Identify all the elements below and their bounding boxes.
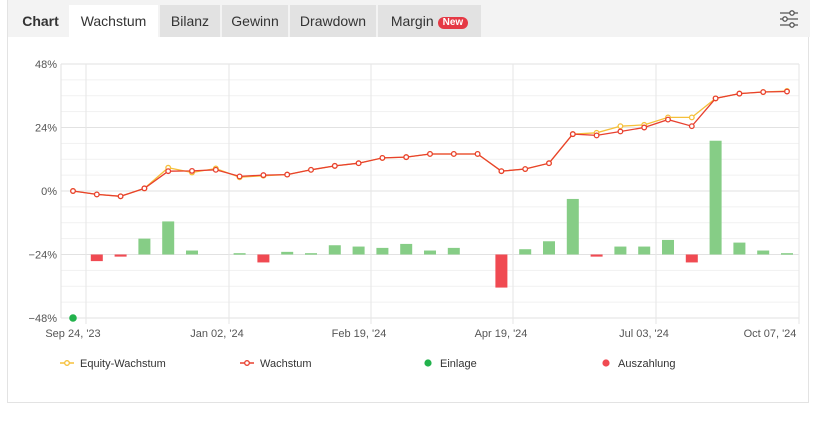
data-point[interactable] [569,131,576,138]
data-point[interactable] [427,151,433,157]
tab-wachstum[interactable]: Wachstum [69,5,158,37]
bar [233,253,246,255]
svg-text:−48%: −48% [29,313,58,325]
tab-margin-label: Margin [390,13,434,29]
chart-grid [60,63,800,324]
data-point[interactable] [617,128,624,135]
bar [257,254,270,263]
bar [138,238,151,255]
svg-text:Jul 03, '24: Jul 03, '24 [619,328,669,340]
data-point[interactable] [284,171,291,178]
svg-text:24%: 24% [35,123,57,135]
bar [685,254,698,263]
data-point[interactable] [331,162,338,169]
data-point[interactable] [236,173,243,180]
sliders-icon [780,10,798,28]
tab-margin[interactable]: Margin New [378,5,481,37]
data-point[interactable] [522,166,529,172]
bar [543,241,555,255]
tab-bar: Chart Wachstum Bilanz Gewinn Drawdown Ma… [8,0,810,37]
data-point[interactable] [355,160,362,167]
chart-legend: Equity-Wachstum Wachstum Einlage Auszahlung [60,358,676,370]
data-point[interactable] [593,132,600,139]
bar [781,253,793,255]
deposit-marker[interactable] [69,314,77,322]
data-point[interactable] [450,151,457,157]
svg-text:Auszahlung: Auszahlung [618,358,676,370]
bar [400,243,413,255]
data-point[interactable] [641,124,648,131]
data-point[interactable] [784,88,790,95]
legend-item[interactable]: Wachstum [240,358,312,370]
bar [90,254,103,262]
svg-text:Feb 19, '24: Feb 19, '24 [332,328,387,340]
data-point[interactable] [141,185,148,192]
data-point[interactable] [736,90,743,97]
legend-item[interactable]: Auszahlung [602,358,676,370]
data-point[interactable] [165,168,172,175]
data-point[interactable] [546,160,552,167]
data-point[interactable] [712,95,719,102]
bar [757,250,770,255]
bar [162,221,175,255]
svg-text:Oct 07, '24: Oct 07, '24 [744,328,797,340]
svg-text:Sep 24, '23: Sep 24, '23 [45,328,100,340]
svg-text:Jan 02, '24: Jan 02, '24 [190,328,243,340]
data-point[interactable] [93,191,100,198]
chart-title: Chart [22,13,59,29]
svg-text:48%: 48% [35,59,57,71]
bar [281,251,294,255]
data-point[interactable] [189,167,195,174]
data-point[interactable] [688,123,695,130]
data-point[interactable] [474,151,481,157]
data-point[interactable] [379,154,386,161]
data-point[interactable] [308,166,314,173]
tab-bilanz[interactable]: Bilanz [160,5,220,37]
bar [305,253,317,255]
svg-text:Apr 19, '24: Apr 19, '24 [475,328,528,340]
legend-item[interactable]: Equity-Wachstum [60,358,166,370]
tab-drawdown[interactable]: Drawdown [290,5,376,37]
bar [662,239,674,255]
svg-text:Einlage: Einlage [440,358,477,370]
data-point[interactable] [70,188,76,194]
new-badge: New [437,17,469,29]
bar [376,247,389,255]
svg-text:Wachstum: Wachstum [260,358,312,370]
bar [590,254,603,257]
bar [566,198,579,255]
data-point[interactable] [117,193,124,200]
data-point[interactable] [498,168,505,175]
tab-gewinn[interactable]: Gewinn [222,5,288,37]
bar [352,246,365,255]
bar [424,250,436,255]
data-point[interactable] [212,166,219,173]
bar [114,254,127,257]
deposit-withdrawal-bars [90,140,793,288]
y-axis-labels: 48% 24% 0% −24% −48% [29,59,58,325]
x-axis-labels: Sep 24, '23 Jan 02, '24 Feb 19, '24 Apr 19,… [45,328,796,340]
bar [328,245,341,255]
svg-text:Equity-Wachstum: Equity-Wachstum [80,358,166,370]
svg-text:−24%: −24% [29,250,58,262]
bar [638,246,651,255]
bar [709,140,722,255]
growth-lines [69,88,790,322]
data-point[interactable] [665,116,671,123]
bar [733,242,746,255]
chart-panel: Chart Wachstum Bilanz Gewinn Drawdown Ma… [7,0,810,403]
legend-item[interactable]: Einlage [424,358,477,370]
bar [519,249,532,255]
bar [186,250,198,255]
data-point[interactable] [403,154,410,161]
settings-button[interactable] [778,8,800,30]
bar [447,247,460,255]
data-point[interactable] [760,89,767,95]
bar [614,246,627,255]
bar [495,254,508,288]
data-point[interactable] [260,172,267,179]
svg-text:0%: 0% [41,186,57,198]
